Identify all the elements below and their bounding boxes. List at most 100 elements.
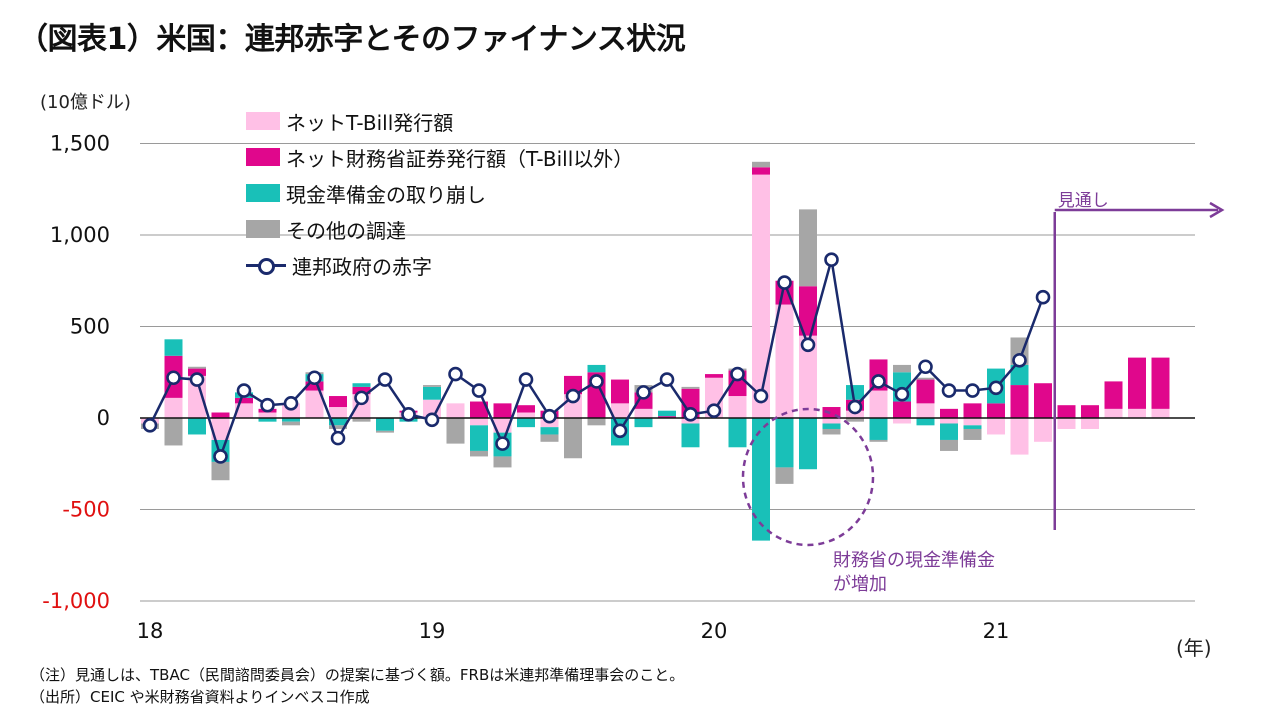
bar-tbill [1128,408,1146,418]
bar-coupon [705,374,723,378]
y-tick-label: -1,000 [42,589,110,613]
bar-coupon [1104,381,1123,409]
legend-item-other: その他の調達 [246,211,633,247]
legend-item-deficit: 連邦政府の赤字 [246,247,633,283]
cash-annotation-line: 財務省の現金準備金 [833,550,995,571]
x-tick-label: 20 [701,619,728,643]
deficit-marker [377,372,393,387]
bar-tbill [235,403,253,418]
bar-tbill [752,174,770,418]
bar-tbill [329,407,347,418]
bar-tbill [1034,418,1052,442]
deficit-marker [495,436,510,451]
highlight-ellipse [741,407,875,547]
bar-cash [164,339,183,356]
bar-tbill [470,418,488,426]
bar-cash [752,418,770,541]
bar-coupon [822,407,841,418]
legend-item-coupon: ネット財務省証券発行額（T-Bill以外） [246,139,633,175]
x-tick-label: 18 [137,619,164,643]
bar-other [164,418,183,446]
bar-other [869,439,888,442]
bar-other [211,461,230,481]
deficit-marker [330,430,346,446]
bar-cash [940,423,958,440]
footnotes: （注）見通しは、TBAC（民間諮問委員会）の提案に基づく額。FRBは米連邦準備理… [30,664,684,708]
bar-tbill [164,397,183,418]
bar-other [564,418,582,459]
bar-other [822,428,841,435]
forecast-label: 見通し [1058,191,1109,211]
deficit-marker [401,407,416,422]
deficit-marker [777,275,792,290]
bar-tbill [611,403,629,418]
bar-tbill [305,390,324,418]
bar-coupon [940,408,958,418]
bar-cash [634,418,653,428]
bar-other [893,364,911,373]
bar-tbill [211,418,230,440]
bar-cash [188,418,206,435]
bar-tbill [893,418,911,424]
bar-coupon [893,401,911,418]
legend-swatch-other [246,220,280,238]
bar-cash [963,425,982,429]
deficit-marker [542,408,557,424]
deficit-marker [424,412,440,428]
bar-coupon [1010,385,1029,418]
bar-tbill [446,403,465,418]
bar-coupon [329,396,347,408]
bar-cash [282,418,300,422]
deficit-marker [471,383,487,398]
x-tick-label: 21 [983,619,1010,643]
bar-cash [1010,364,1029,386]
bar-tbill [775,304,794,418]
bar-tbill [258,412,277,418]
bar-tbill [963,418,982,426]
bar-cash [681,423,700,448]
bar-other [376,430,394,433]
y-tick-label: 500 [70,315,110,339]
bar-coupon [963,403,982,418]
bar-coupon [1034,383,1052,418]
bar-other [423,385,441,387]
deficit-marker [589,374,604,389]
bar-other [446,418,465,444]
bar-coupon [188,368,206,376]
bar-tbill [634,408,653,418]
legend-swatch-cash [246,184,280,202]
bar-other [940,439,958,451]
bar-tbill [188,375,206,418]
bar-other [681,386,700,389]
deficit-marker [189,372,205,387]
bar-tbill [987,418,1005,435]
bar-coupon [611,379,629,404]
bar-tbill [1081,418,1099,429]
bar-other [493,456,512,468]
deficit-marker [894,386,910,402]
bar-tbill [1104,408,1123,418]
bar-tbill [869,390,888,418]
deficit-marker [918,359,933,375]
legend-label-other: その他の調達 [286,218,406,243]
legend-label-deficit: 連邦政府の赤字 [292,254,432,279]
bar-coupon [1081,405,1099,418]
bar-cash [658,410,676,417]
bar-other [470,450,488,457]
bar-other [916,377,935,380]
bar-coupon [752,167,770,175]
bar-other [587,418,606,426]
page-title: （図表1）米国：連邦赤字とそのファイナンス状況 [18,22,686,57]
deficit-marker [213,449,228,464]
bar-other [775,467,794,484]
deficit-marker [659,372,675,387]
bar-cash [258,418,277,422]
deficit-marker [730,366,745,382]
legend: ネットT-Bill発行額 ネット財務省証券発行額（T-Bill以外） 現金準備金… [246,103,633,283]
bar-coupon [1128,357,1146,409]
bar-other [799,209,817,287]
bar-cash [869,418,888,440]
bar-cash [352,383,371,387]
bar-cash [517,418,535,428]
bar-cash [728,418,747,448]
